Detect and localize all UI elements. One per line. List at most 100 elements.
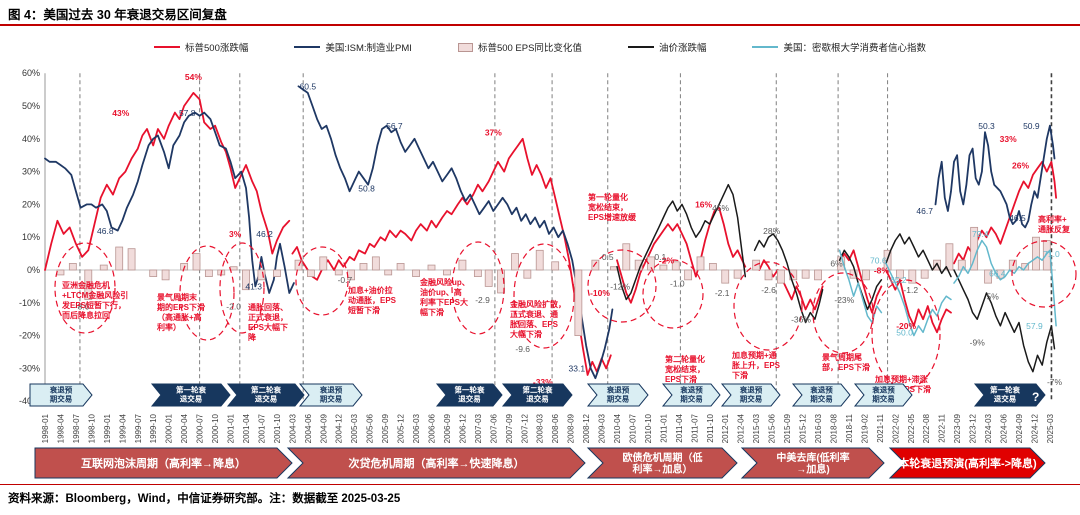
y-axis-tick: 10% [22,232,40,242]
legend-label: 标普500涨跌幅 [185,43,249,54]
x-axis-tick: 2004-09 [319,413,328,443]
x-axis-tick: 2000-07 [196,413,205,443]
stage-banner-label: 第二轮衰退交易 [251,385,281,404]
annotation-text: 金融风险up、油价up、高利率下EPS大幅下滑 [419,277,470,317]
eps-bar [523,269,532,279]
cycle-banner-label: 互联网泡沫周期（高利率→降息） [81,456,246,470]
y-axis-tick: -20% [19,331,40,341]
x-axis-tick: 1998-04 [56,413,65,443]
stage-banner-label: 衰退预期交易 [809,385,833,404]
stage-banner-label: 第一轮衰退交易 [176,385,206,404]
cycle-banner: 欧债危机周期（低利率→加息） [586,447,738,479]
legend-line-swatch-icon [154,46,181,48]
eps-bar [396,263,405,271]
source-note: 资料来源：Bloomberg，Wind，中信证券研究部。注：数据截至 2025-… [0,484,1080,506]
y-axis-tick: 30% [22,167,40,177]
legend-item: 美国:ISM:制造业PMI [294,40,412,54]
eps-bar [359,263,368,271]
x-axis-tick: 2008-12 [582,413,591,443]
x-axis-tick: 2022-08 [922,413,931,443]
eps-bar [484,269,493,287]
eps-bar [551,261,560,271]
eps-bar [319,256,328,271]
x-axis-tick: 2023-12 [969,413,978,443]
value-label: 43% [112,108,129,118]
x-axis-tick: 2009-03 [598,413,607,443]
x-axis-tick: 2015-06 [768,413,777,443]
annotation-text: 第一轮量化宽松结束， EPS增速放缓 [587,192,637,222]
annotation-text: 加息预期+通胀上升，EPS 下滑 [731,350,781,380]
eps-bar [511,253,519,271]
legend-label: 美国：密歇根大学消费者信心指数 [783,43,926,54]
x-axis-tick: 2004-12 [335,413,344,443]
cycle-banner: 本轮衰退预演(高利率->降息) [888,447,1046,479]
figure-title: 图 4：美国过去 30 年衰退交易区间复盘 [8,8,227,22]
oil-line [885,233,952,278]
value-label: -9% [970,337,986,347]
eps-bar [458,259,467,271]
eps-bar [99,264,108,271]
cycle-banner: 中美去库(低利率→加息) [740,447,885,479]
value-label: 46.7 [916,206,933,216]
eps-bar [896,269,904,279]
pmi-line [297,85,614,380]
annotation-text: 金融风险扩散，正式衰退、通胀回落、EPS 大幅下滑 [509,299,566,339]
y-axis-tick: 60% [22,68,40,78]
stage-banner: 第二轮衰退交易 [501,383,573,407]
eps-bar [229,266,238,271]
value-label: 5% [987,292,1000,302]
value-label: -33% [533,377,553,387]
x-axis-tick: 2005-06 [366,413,375,443]
stage-banner: 第一轮衰退交易? [973,383,1046,407]
stage-banner: 衰退预期交易 [853,383,913,407]
series-oil [616,183,1056,373]
pmi-line [934,124,1056,229]
eps-bar [412,269,420,277]
x-axis-tick: 2018-11 [845,413,854,442]
x-axis-tick: 2015-12 [799,413,808,443]
stage-banner-label: 衰退预期交易 [871,385,895,404]
stage-banner-label: 衰退预期交易 [319,385,343,404]
x-axis-tick: 2007-06 [489,413,498,443]
eps-bar [984,269,992,284]
value-label: 57.8 [179,108,196,118]
x-axis-tick: 2016-03 [814,413,823,443]
x-axis-tick: 1999-01 [103,413,112,443]
x-axis-tick: 2024-09 [1015,413,1024,443]
stage-banner-label: 第一轮衰退交易 [990,385,1020,404]
eps-bar [371,256,380,271]
eps-bar [497,269,505,294]
eps-bar [622,243,631,271]
stage-banner: 第二轮衰退交易 [226,383,305,407]
x-axis-tick: 1999-10 [149,413,158,443]
legend-line-swatch-icon [627,46,654,48]
eps-bar [659,264,668,271]
x-axis-tick: 2011-10 [706,413,715,442]
x-axis-tick: 2011-07 [690,413,699,442]
stage-banner: 第一轮衰退交易 [435,383,503,407]
value-label: 46.5 [1009,213,1026,223]
y-axis-tick: 0% [27,265,40,275]
legend-item: 标普500涨跌幅 [154,40,248,54]
eps-bar [149,269,158,277]
stage-banner-label: 衰退预期交易 [739,385,763,404]
value-label: 0.1 [654,252,666,262]
value-label: 56.7 [386,121,403,131]
x-axis-tick: 2011-01 [659,413,668,442]
x-axis-tick: 2010-10 [644,413,653,443]
x-axis-tick: 2022-05 [907,413,916,443]
x-axis-tick: 2010-07 [628,413,637,443]
x-axis-tick: 2000-04 [180,413,189,443]
x-axis-tick: 2005-12 [397,413,406,443]
x-axis-tick: 2023-09 [953,413,962,443]
stage-banner: 衰退预期交易 [29,383,93,407]
legend-item: 油价涨跌幅 [627,40,706,54]
chart-legend: 标普500涨跌幅 美国:ISM:制造业PMI 标普500 EPS同比变化值 油价涨跌幅… [0,40,1080,54]
value-label: -2.1 [715,288,730,298]
highlight-ellipse [54,242,116,334]
y-axis-tick: -40% [19,396,40,406]
annotation-text: 加息+油价拉动通胀，EPS 短暂下滑 [347,285,397,315]
value-label: -2.0 [226,301,241,311]
value-label: 45% [712,203,729,213]
